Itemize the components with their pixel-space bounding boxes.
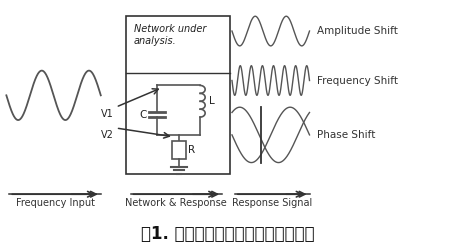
Text: C: C — [139, 110, 146, 120]
Text: Amplitude Shift: Amplitude Shift — [317, 26, 398, 36]
Text: Frequency Shift: Frequency Shift — [317, 76, 398, 86]
Text: Response Signal: Response Signal — [231, 198, 311, 208]
Bar — [172, 141, 185, 158]
Text: Frequency Input: Frequency Input — [15, 198, 94, 208]
Text: L: L — [209, 96, 214, 106]
Text: Phase Shift: Phase Shift — [317, 130, 375, 140]
Text: R: R — [187, 145, 194, 155]
Text: Network & Response: Network & Response — [125, 198, 227, 208]
Text: V1: V1 — [101, 109, 113, 119]
Text: V2: V2 — [101, 130, 113, 140]
Text: 图1. 具有复数阻抗特性的传感器模型: 图1. 具有复数阻抗特性的传感器模型 — [141, 225, 314, 243]
Bar — [125, 16, 229, 174]
Text: Network under
analysis.: Network under analysis. — [133, 24, 206, 46]
